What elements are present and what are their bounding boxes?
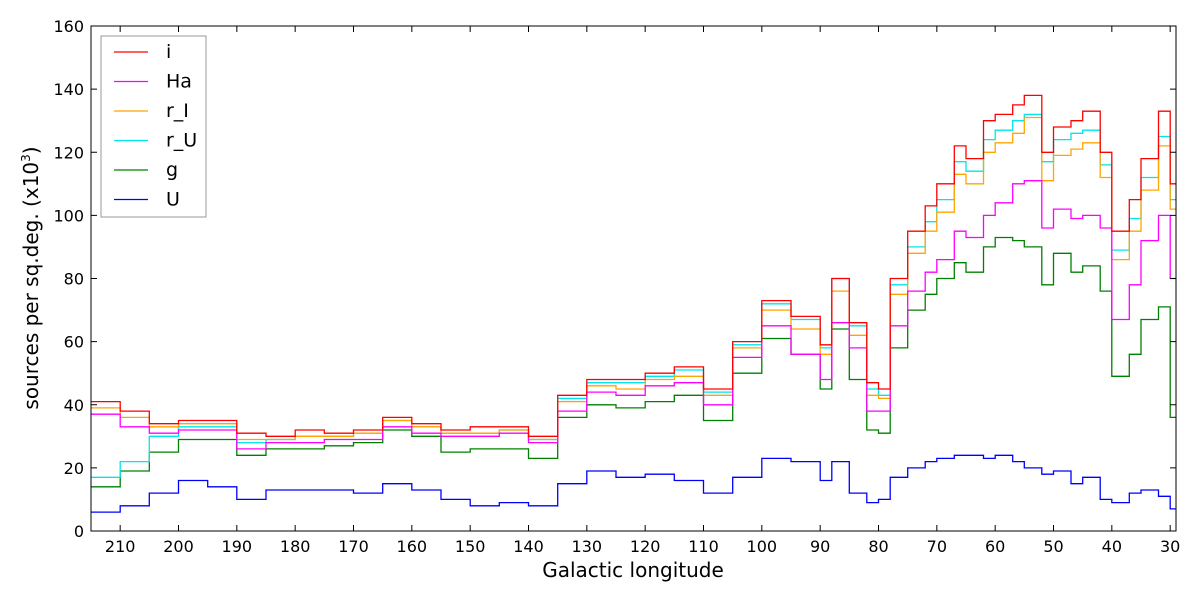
- legend-items: i Ha r_I r_UgU: [114, 41, 197, 211]
- y-tick-label: 80: [64, 270, 84, 289]
- x-tick-label: 210: [105, 537, 136, 556]
- x-tick-label: 140: [513, 537, 544, 556]
- series-line-ha: [91, 180, 1176, 450]
- legend-label: g: [166, 159, 178, 181]
- y-axis-label-close: ): [19, 146, 43, 154]
- y-tick-label: 60: [64, 333, 84, 352]
- y-tick-label: 160: [53, 17, 84, 36]
- y-tick-label: 20: [64, 459, 84, 478]
- x-tick-label: 160: [397, 537, 428, 556]
- series-line-i: [91, 94, 1176, 437]
- x-tick-label: 70: [927, 537, 947, 556]
- legend-box: [100, 35, 207, 218]
- x-tick-label: 200: [163, 537, 194, 556]
- x-tick-label: 180: [280, 537, 311, 556]
- tick-labels: 210 200 190 180 170 160 150 140 130 120 110 100 90 80…: [53, 17, 1180, 556]
- x-tick-label: 100: [747, 537, 778, 556]
- x-axis-label: Galactic longitude: [542, 558, 724, 582]
- series-layer: [91, 94, 1176, 513]
- x-tick-label: 60: [985, 537, 1005, 556]
- legend: i Ha r_I r_UgU: [100, 35, 207, 218]
- x-tick-label: 150: [455, 537, 486, 556]
- y-tick-label: 40: [64, 396, 84, 415]
- y-axis-label-exponent: 3: [19, 154, 33, 162]
- legend-label: Ha: [166, 71, 192, 93]
- legend-label: i: [166, 41, 171, 63]
- x-tick-label: 170: [338, 537, 369, 556]
- x-tick-label: 80: [868, 537, 888, 556]
- x-tick-label: 90: [810, 537, 830, 556]
- legend-label: U: [166, 189, 180, 211]
- x-tick-label: 40: [1102, 537, 1122, 556]
- x-tick-label: 120: [630, 537, 661, 556]
- ticks-layer: [91, 25, 1176, 532]
- y-tick-label: 120: [53, 143, 84, 162]
- legend-label: r_U: [166, 130, 197, 152]
- y-tick-label: 0: [74, 522, 84, 541]
- x-tick-label: 50: [1043, 537, 1063, 556]
- y-axis-label: sources per sq.deg. (x103): [19, 146, 43, 409]
- plot-frame: [90, 25, 1177, 532]
- y-axis-label-text: sources per sq.deg. (x10: [19, 162, 43, 410]
- series-line-u: [91, 454, 1176, 513]
- series-line-g: [91, 236, 1176, 488]
- x-tick-label: 30: [1160, 537, 1180, 556]
- y-tick-label: 140: [53, 80, 84, 99]
- legend-label: r_I: [166, 100, 189, 122]
- x-tick-label: 110: [688, 537, 719, 556]
- x-tick-label: 190: [222, 537, 253, 556]
- y-tick-label: 100: [53, 206, 84, 225]
- x-tick-label: 130: [572, 537, 603, 556]
